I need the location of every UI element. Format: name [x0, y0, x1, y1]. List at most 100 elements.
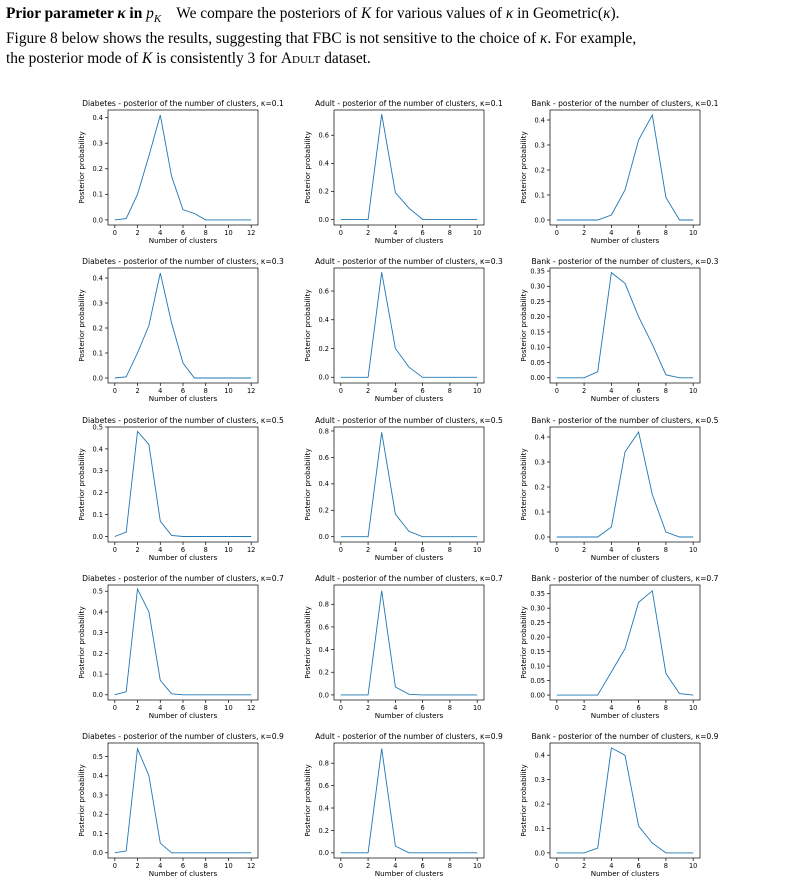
x-axis-label: Number of clusters — [591, 394, 660, 403]
x-tick-label: 4 — [609, 546, 613, 554]
y-tick-label: 0.3 — [535, 141, 546, 149]
subplot-title: Adult - posterior of the number of clust… — [315, 257, 503, 266]
plot-frame — [333, 426, 485, 543]
x-tick-label: 6 — [181, 387, 185, 395]
subplot-title: Diabetes - posterior of the number of cl… — [82, 257, 284, 266]
plot-frame — [549, 584, 701, 701]
x-tick-label: 10 — [473, 387, 481, 395]
y-tick-label: 0.6 — [319, 782, 330, 790]
subplot-4: Diabetes - posterior of the number of cl… — [77, 257, 284, 403]
series-line — [556, 430, 694, 538]
x-tick-label: 2 — [582, 387, 586, 395]
x-tick-label: 2 — [366, 546, 370, 554]
y-tick-label: 0.0 — [93, 533, 104, 541]
subplot-12: Bank - posterior of the number of cluste… — [519, 574, 719, 720]
x-axis-label: Number of clusters — [149, 394, 218, 403]
series-line — [340, 432, 478, 538]
x-tick-label: 10 — [224, 862, 232, 870]
subplot-title: Bank - posterior of the number of cluste… — [531, 732, 718, 741]
y-tick-label: 0.35 — [530, 590, 545, 598]
y-tick-label: 0.25 — [530, 619, 545, 627]
subplot-3: Bank - posterior of the number of cluste… — [519, 99, 719, 245]
x-tick-label: 8 — [448, 387, 452, 395]
y-axis-label: Posterior probability — [303, 764, 312, 837]
y-tick-label: 0.6 — [319, 287, 330, 295]
x-tick-label: 4 — [393, 229, 397, 237]
plot-frame — [333, 742, 485, 859]
x-axis-label: Number of clusters — [375, 394, 444, 403]
y-tick-label: 0.3 — [93, 791, 104, 799]
subplot-title: Bank - posterior of the number of cluste… — [531, 416, 718, 425]
y-tick-label: 0.1 — [93, 511, 104, 519]
y-tick-label: 0.0 — [319, 216, 330, 224]
y-tick-label: 0.5 — [93, 588, 104, 596]
y-tick-label: 0.15 — [530, 328, 545, 336]
subplot-5: Adult - posterior of the number of clust… — [303, 257, 503, 403]
x-tick-label: 4 — [158, 387, 162, 395]
series-line — [114, 587, 252, 696]
x-tick-label: 10 — [689, 546, 697, 554]
x-tick-label: 2 — [135, 229, 139, 237]
x-tick-label: 4 — [609, 862, 613, 870]
subplot-title: Adult - posterior of the number of clust… — [315, 574, 503, 583]
x-tick-label: 4 — [158, 862, 162, 870]
y-tick-label: 0.1 — [535, 508, 546, 516]
x-tick-label: 8 — [204, 704, 208, 712]
y-tick-label: 0.3 — [535, 458, 546, 466]
y-tick-label: 0.4 — [319, 160, 330, 168]
y-tick-label: 0.8 — [319, 601, 330, 609]
y-tick-label: 0.2 — [319, 669, 330, 677]
subplot-10: Diabetes - posterior of the number of cl… — [77, 574, 284, 720]
x-tick-label: 2 — [582, 546, 586, 554]
paragraph-heading: Prior parameter κ in pK — [6, 5, 162, 26]
y-tick-label: 0.2 — [319, 827, 330, 835]
y-tick-label: 0.2 — [93, 165, 104, 173]
plot-frame — [107, 267, 259, 384]
y-tick-label: 0.10 — [530, 663, 545, 671]
y-axis-label: Posterior probability — [519, 131, 528, 204]
subplot-title: Bank - posterior of the number of cluste… — [531, 257, 718, 266]
y-tick-label: 0.4 — [93, 114, 104, 122]
x-tick-label: 4 — [158, 546, 162, 554]
series-line — [556, 589, 694, 696]
x-axis-label: Number of clusters — [149, 553, 218, 562]
y-tick-label: 0.20 — [530, 634, 545, 642]
x-tick-label: 10 — [689, 862, 697, 870]
subplot-title: Bank - posterior of the number of cluste… — [531, 99, 718, 108]
subplot-15: Bank - posterior of the number of cluste… — [519, 732, 719, 878]
x-tick-label: 6 — [421, 704, 425, 712]
plot-frame — [333, 109, 485, 226]
x-tick-label: 6 — [421, 862, 425, 870]
y-tick-label: 0.4 — [319, 804, 330, 812]
x-tick-label: 8 — [664, 862, 668, 870]
x-tick-label: 8 — [664, 387, 668, 395]
y-tick-label: 0.8 — [319, 427, 330, 435]
y-tick-label: 0.20 — [530, 313, 545, 321]
y-tick-label: 0.2 — [93, 811, 104, 819]
x-tick-label: 4 — [609, 229, 613, 237]
y-axis-label: Posterior probability — [303, 131, 312, 204]
x-axis-label: Number of clusters — [375, 553, 444, 562]
x-tick-label: 10 — [224, 704, 232, 712]
y-axis-label: Posterior probability — [303, 448, 312, 521]
y-tick-label: 0.15 — [530, 648, 545, 656]
y-tick-label: 0.1 — [93, 349, 104, 357]
x-tick-label: 6 — [421, 546, 425, 554]
y-tick-label: 0.3 — [93, 140, 104, 148]
subplot-title: Diabetes - posterior of the number of cl… — [82, 574, 284, 583]
series-line — [114, 114, 252, 221]
plot-frame — [549, 742, 701, 859]
x-axis-label: Number of clusters — [149, 869, 218, 878]
y-tick-label: 0.4 — [319, 646, 330, 654]
plot-frame — [333, 267, 485, 384]
series-line — [114, 430, 252, 537]
x-tick-label: 2 — [366, 704, 370, 712]
subplot-title: Diabetes - posterior of the number of cl… — [82, 732, 284, 741]
subplot-title: Bank - posterior of the number of cluste… — [531, 574, 718, 583]
x-tick-label: 6 — [637, 546, 641, 554]
series-line — [114, 272, 252, 379]
y-tick-label: 0.4 — [93, 274, 104, 282]
x-tick-label: 4 — [393, 387, 397, 395]
y-tick-label: 0.0 — [319, 533, 330, 541]
x-axis-label: Number of clusters — [375, 869, 444, 878]
